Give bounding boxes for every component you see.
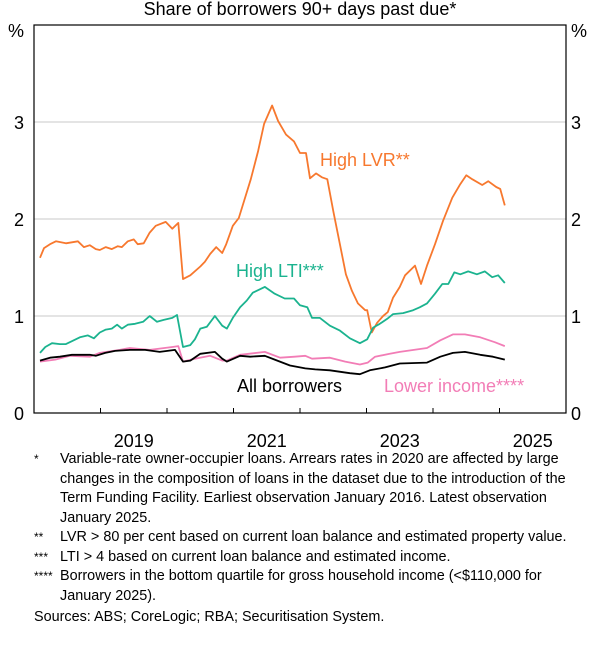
footnote-text: Borrowers in the bottom quartile for gro…	[60, 568, 542, 604]
y-tick-label-right: 2	[571, 210, 581, 230]
axis-ticks	[100, 408, 500, 413]
y-tick-label-right: 3	[571, 113, 581, 133]
chart-title: Share of borrowers 90+ days past due*	[143, 0, 457, 19]
footnote-mark: **	[34, 530, 44, 544]
footnote: * Variable-rate owner-occupier loans. Ar…	[34, 450, 594, 528]
series-line-high-lvr	[39, 104, 506, 334]
footnote-mark: *	[34, 452, 39, 466]
x-tick-label: 2021	[247, 431, 287, 450]
footnote: **** Borrowers in the bottom quartile fo…	[34, 567, 594, 606]
footnote-mark: ****	[34, 569, 53, 583]
sources: Sources: ABS; CoreLogic; RBA; Securitisa…	[34, 609, 385, 625]
footnote: ** LVR > 80 per cent based on current lo…	[34, 528, 594, 548]
y-tick-label-right: 0	[571, 404, 581, 424]
footnote-text: Variable-rate owner-occupier loans. Arre…	[60, 451, 566, 526]
y-tick-label-left: 1	[14, 307, 24, 327]
series-label: High LVR**	[320, 150, 410, 170]
x-tick-label: 2023	[380, 431, 420, 450]
grid-lines	[34, 121, 566, 317]
series-lines	[39, 104, 506, 376]
y-unit-label-right: %	[571, 21, 587, 41]
y-tick-label-left: 2	[14, 210, 24, 230]
footnotes: * Variable-rate owner-occupier loans. Ar…	[34, 450, 594, 628]
series-label: High LTI***	[236, 261, 324, 281]
y-tick-label-left: 0	[14, 404, 24, 424]
y-unit-label-left: %	[8, 21, 24, 41]
series-label: All borrowers	[237, 376, 342, 396]
chart: 0 01 12 23 3% %2019 2021 2023 2025 High LVR**Hig…	[8, 21, 587, 450]
footnote-text: LVR > 80 per cent based on current loan …	[60, 529, 567, 545]
series-label: Lower income****	[384, 376, 524, 396]
footnote-mark: ***	[34, 549, 49, 564]
y-tick-label-right: 1	[571, 307, 581, 327]
x-tick-label: 2019	[114, 431, 154, 450]
x-tick-label: 2025	[513, 431, 553, 450]
annotations: High LVR** High LTI*** All borrowers Lower …	[236, 150, 524, 396]
footnote-text: LTI > 4 based on current loan balance an…	[60, 548, 451, 565]
series-line-all-borrowers	[39, 349, 506, 376]
footnote: *** LTI > 4 based on current loan balanc…	[34, 548, 594, 568]
series-line-high-lti	[39, 270, 506, 354]
series-line-lower-income	[39, 333, 506, 366]
y-tick-label-left: 3	[14, 113, 24, 133]
axis-labels: 0 0 1 1 2 2 3 3% % 2019 2021 2023 2025	[8, 21, 587, 450]
